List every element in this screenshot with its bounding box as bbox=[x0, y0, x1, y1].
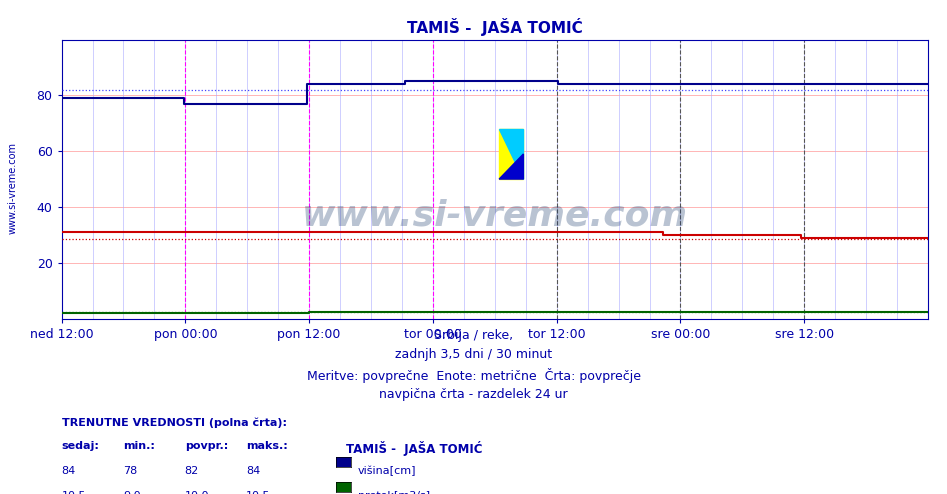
Text: 10,0: 10,0 bbox=[185, 491, 209, 494]
Polygon shape bbox=[499, 129, 524, 179]
Text: 84: 84 bbox=[62, 466, 76, 476]
Text: 84: 84 bbox=[246, 466, 260, 476]
Text: www.si-vreme.com: www.si-vreme.com bbox=[302, 199, 688, 232]
Text: 82: 82 bbox=[185, 466, 199, 476]
Text: povpr.:: povpr.: bbox=[185, 441, 228, 451]
Text: TRENUTNE VREDNOSTI (polna črta):: TRENUTNE VREDNOSTI (polna črta): bbox=[62, 417, 287, 428]
Text: Meritve: povprečne  Enote: metrične  Črta: povprečje: Meritve: povprečne Enote: metrične Črta:… bbox=[307, 368, 640, 383]
Text: maks.:: maks.: bbox=[246, 441, 288, 451]
Text: www.si-vreme.com: www.si-vreme.com bbox=[8, 142, 18, 234]
Text: 9,0: 9,0 bbox=[123, 491, 141, 494]
Text: višina[cm]: višina[cm] bbox=[358, 466, 417, 476]
Text: sedaj:: sedaj: bbox=[62, 441, 99, 451]
Bar bbox=[499, 129, 524, 179]
Text: 78: 78 bbox=[123, 466, 137, 476]
Polygon shape bbox=[499, 154, 524, 179]
Text: 10,5: 10,5 bbox=[62, 491, 86, 494]
Title: TAMIŠ -  JAŠA TOMIĆ: TAMIŠ - JAŠA TOMIĆ bbox=[407, 18, 582, 36]
Text: 10,5: 10,5 bbox=[246, 491, 271, 494]
Text: Srbija / reke,: Srbija / reke, bbox=[434, 329, 513, 341]
Text: min.:: min.: bbox=[123, 441, 155, 451]
Text: pretok[m3/s]: pretok[m3/s] bbox=[358, 491, 430, 494]
Text: zadnjh 3,5 dni / 30 minut: zadnjh 3,5 dni / 30 minut bbox=[395, 348, 552, 361]
Text: navpična črta - razdelek 24 ur: navpična črta - razdelek 24 ur bbox=[379, 388, 568, 401]
Text: TAMIŠ -  JAŠA TOMIĆ: TAMIŠ - JAŠA TOMIĆ bbox=[346, 441, 482, 456]
